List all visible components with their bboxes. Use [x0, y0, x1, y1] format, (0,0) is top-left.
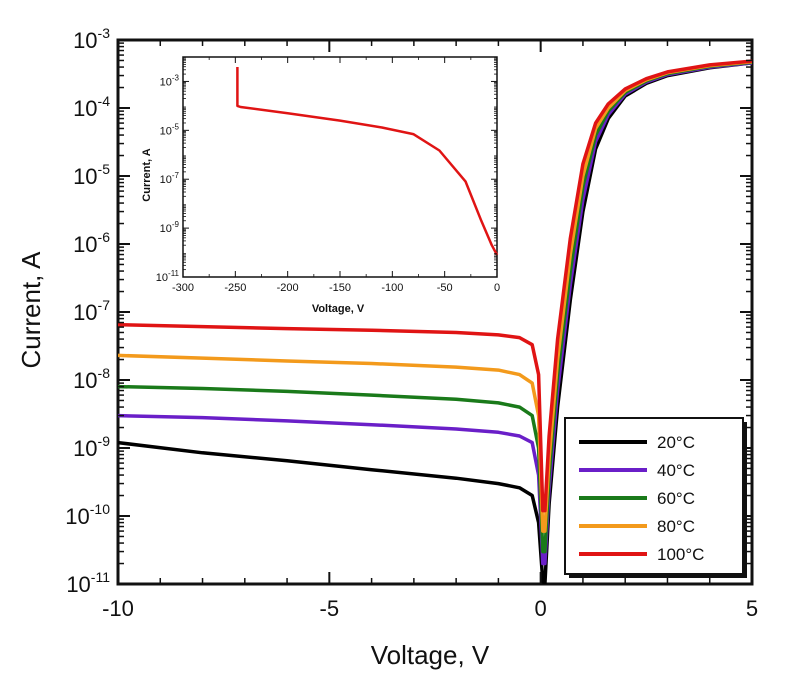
legend-entry-label: 60°C — [657, 489, 695, 508]
y-tick-label: 10-9 — [73, 433, 110, 461]
x-tick-label: 0 — [535, 596, 547, 621]
inset-border — [182, 56, 498, 278]
x-tick-label: 5 — [746, 596, 758, 621]
inset-y-tick-label: 10-5 — [160, 122, 180, 137]
inset-plot-ticks: 10-11 10-9 10-7 10-5 10-3 -300 -250 -200 -150 -10… — [156, 57, 500, 294]
y-axis-label: Current, A — [16, 251, 46, 369]
y-tick-label: 10-7 — [73, 297, 110, 325]
y-tick-label: 10-3 — [73, 25, 110, 53]
series-line-100C — [118, 59, 752, 513]
legend-entry-label: 20°C — [657, 433, 695, 452]
inset-x-tick-label: -300 — [172, 282, 194, 294]
y-tick-label: 10-4 — [73, 93, 110, 121]
inset-x-tick-label: -250 — [224, 282, 246, 294]
inset-x-tick-label: -150 — [329, 282, 351, 294]
inset-y-tick-label: 10-3 — [160, 73, 180, 88]
y-tick-label: 10-5 — [73, 161, 110, 189]
legend-entry-label: 100°C — [657, 545, 704, 564]
inset-plot-frame — [182, 56, 498, 278]
y-tick-label: 10-6 — [73, 229, 110, 257]
x-tick-label: -5 — [320, 596, 340, 621]
inset-x-tick-label: -50 — [437, 282, 453, 294]
y-tick-label: 10-10 — [65, 501, 110, 529]
main-plot-series — [118, 59, 752, 584]
inset-series-line — [236, 67, 499, 256]
inset-y-tick-label: 10-9 — [160, 220, 180, 235]
inset-x-tick-label: -100 — [381, 282, 403, 294]
inset-y-tick-label: 10-11 — [156, 269, 180, 284]
inset-y-tick-label: 10-7 — [160, 171, 180, 186]
x-axis-label: Voltage, V — [371, 640, 490, 670]
inset-plot-series — [236, 67, 499, 256]
legend: 20°C 40°C 60°C 80°C 100°C — [564, 417, 747, 578]
y-tick-label: 10-8 — [73, 365, 110, 393]
inset-y-axis-label: Current, A — [141, 148, 153, 201]
legend-entry-label: 40°C — [657, 461, 695, 480]
main-plot-ticks: 10-11 10-10 10-9 10-8 10-7 10-6 10-5 10-4 10-3 -1… — [65, 25, 758, 621]
inset-x-tick-label: 0 — [494, 282, 500, 294]
y-tick-label: 10-11 — [66, 569, 110, 597]
legend-entry-label: 80°C — [657, 517, 695, 536]
inset-x-tick-label: -200 — [277, 282, 299, 294]
inset-x-axis-label: Voltage, V — [312, 303, 365, 315]
x-tick-label: -10 — [102, 596, 134, 621]
